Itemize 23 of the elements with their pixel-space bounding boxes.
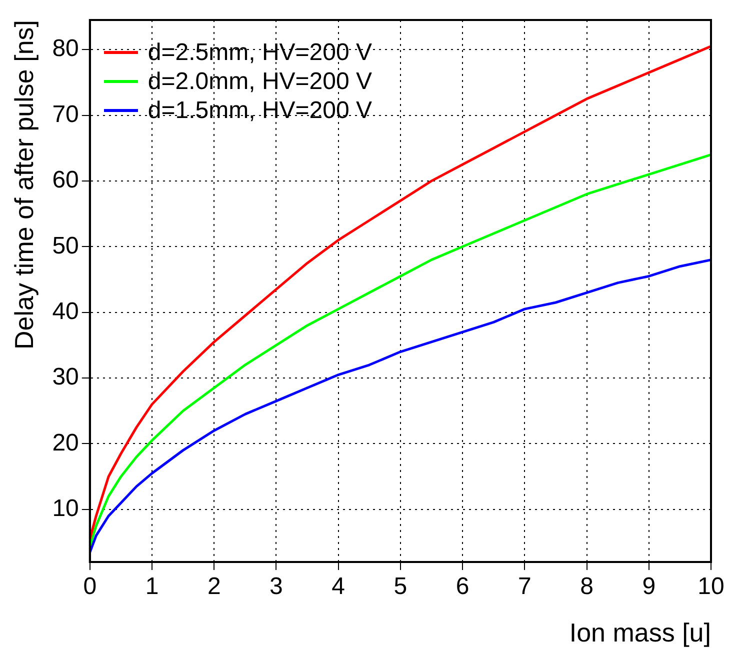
x-tick-label: 2 — [207, 573, 221, 600]
x-tick-label: 6 — [456, 573, 470, 600]
y-tick-label: 20 — [52, 429, 79, 456]
x-tick-label: 0 — [83, 573, 97, 600]
y-tick-label: 60 — [52, 166, 79, 194]
x-tick-label: 4 — [332, 573, 346, 600]
y-tick-label: 80 — [52, 35, 79, 62]
x-tick-label: 8 — [580, 573, 594, 600]
y-tick-label: 30 — [52, 364, 79, 391]
x-axis-title: Ion mass [u] — [569, 618, 711, 648]
x-tick-label: 1 — [145, 573, 159, 600]
legend-label: d=1.5mm, HV=200 V — [148, 96, 372, 125]
legend-label: d=2.0mm, HV=200 V — [148, 67, 372, 96]
x-tick-label: 7 — [518, 573, 532, 600]
y-tick-label: 10 — [52, 495, 79, 522]
y-axis-title: Delay time of after pulse [ns] — [8, 20, 39, 350]
x-tick-label: 5 — [394, 573, 408, 600]
x-tick-label: 10 — [698, 573, 724, 600]
x-tick-label: 9 — [642, 573, 656, 600]
y-tick-label: 70 — [52, 100, 79, 128]
x-tick-label: 3 — [270, 573, 283, 600]
y-tick-label: 40 — [52, 298, 79, 325]
y-tick-label: 50 — [52, 232, 79, 260]
